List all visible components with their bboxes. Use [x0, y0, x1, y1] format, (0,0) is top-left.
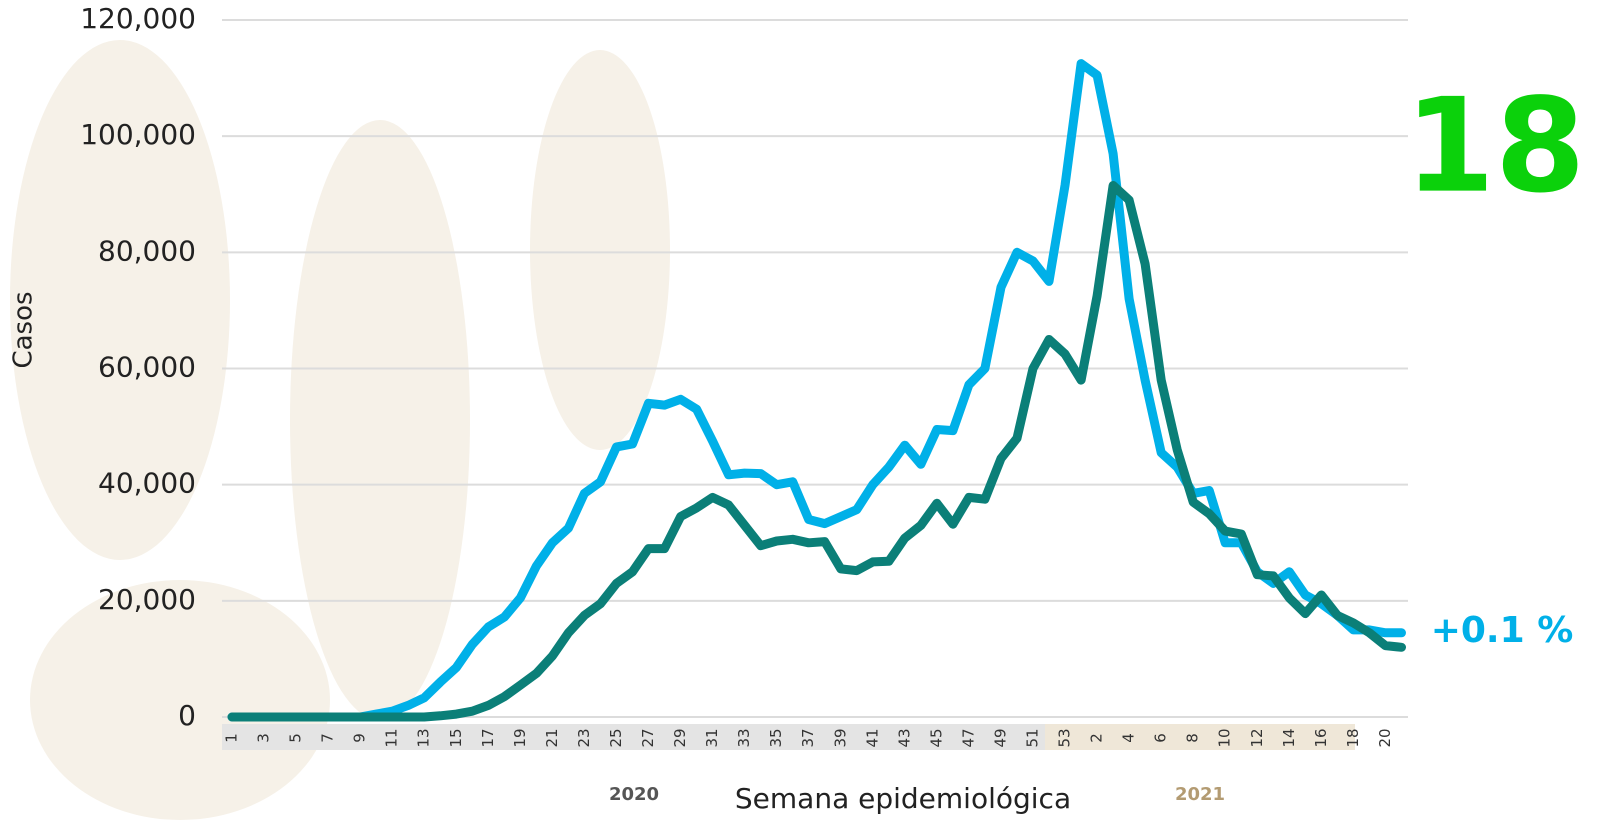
- x-tick-label: 12: [1248, 728, 1266, 747]
- x-tick-label: 41: [863, 728, 881, 747]
- x-tick-label: 29: [671, 728, 689, 747]
- x-tick-label: 8: [1184, 733, 1202, 743]
- x-tick-label: 25: [607, 728, 625, 747]
- x-axis-label: Semana epidemiológica: [735, 782, 1071, 815]
- x-tick-label: 16: [1312, 728, 1330, 747]
- annotation-change: +0.1 %: [1431, 610, 1574, 651]
- y-tick-label: 100,000: [80, 118, 196, 151]
- y-tick-label: 120,000: [80, 2, 196, 35]
- x-tick-label: 53: [1056, 728, 1074, 747]
- x-tick-label: 21: [543, 728, 561, 747]
- x-tick-label: 18: [1344, 728, 1362, 747]
- x-tick-label: 6: [1152, 733, 1170, 743]
- x-tick-label: 10: [1216, 728, 1234, 747]
- x-tick-label: 14: [1280, 728, 1298, 747]
- chart: 2020 2021 Semana epidemiológica Casos 18…: [0, 0, 1618, 823]
- x-tick-label: 2: [1088, 733, 1106, 743]
- year-band-2020: [222, 724, 1045, 750]
- x-tick-label: 19: [511, 728, 529, 747]
- x-tick-label: 33: [735, 728, 753, 747]
- x-tick-label: 9: [351, 733, 369, 743]
- x-tick-label: 27: [639, 728, 657, 747]
- y-tick-label: 60,000: [98, 351, 196, 384]
- x-tick-label: 11: [383, 728, 401, 747]
- year-label: 2020: [609, 784, 659, 805]
- x-tick-label: 43: [895, 728, 913, 747]
- x-tick-label: 51: [1024, 728, 1042, 747]
- y-tick-label: 0: [178, 699, 196, 732]
- x-tick-label: 31: [703, 728, 721, 747]
- y-tick-label: 80,000: [98, 234, 196, 267]
- x-tick-label: 17: [479, 728, 497, 747]
- y-axis-label: Casos: [9, 291, 39, 368]
- x-tick-label: 49: [991, 728, 1009, 747]
- x-tick-label: 13: [415, 728, 433, 747]
- x-tick-label: 3: [255, 733, 273, 743]
- y-tick-label: 20,000: [98, 583, 196, 616]
- x-tick-label: 39: [831, 728, 849, 747]
- x-tick-label: 15: [447, 728, 465, 747]
- x-tick-label: 20: [1376, 728, 1394, 747]
- annotation-week: 18: [1405, 70, 1586, 222]
- background-pattern: [10, 40, 670, 820]
- year-label: 2021: [1175, 784, 1225, 805]
- x-tick-label: 4: [1120, 733, 1138, 743]
- x-tick-label: 37: [799, 728, 817, 747]
- x-tick-label: 47: [959, 728, 977, 747]
- x-tick-label: 23: [575, 728, 593, 747]
- x-tick-label: 35: [767, 728, 785, 747]
- x-tick-label: 45: [927, 728, 945, 747]
- x-tick-label: 5: [287, 733, 305, 743]
- y-tick-label: 40,000: [98, 467, 196, 500]
- x-tick-label: 1: [223, 733, 241, 743]
- x-tick-label: 7: [319, 733, 337, 743]
